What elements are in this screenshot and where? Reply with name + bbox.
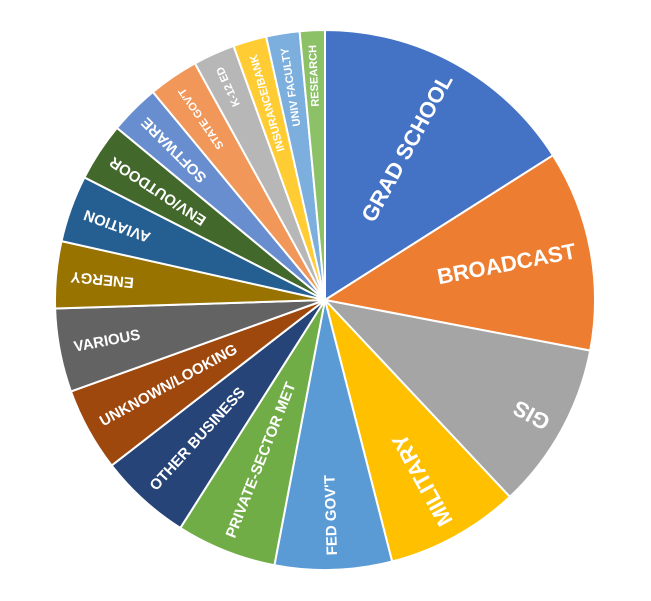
pie-slice-label: FED GOV'T bbox=[321, 475, 341, 556]
pie-chart: GRAD SCHOOLBROADCASTGISMILITARYFED GOV'T… bbox=[0, 0, 651, 601]
pie-chart-svg: GRAD SCHOOLBROADCASTGISMILITARYFED GOV'T… bbox=[0, 0, 651, 601]
